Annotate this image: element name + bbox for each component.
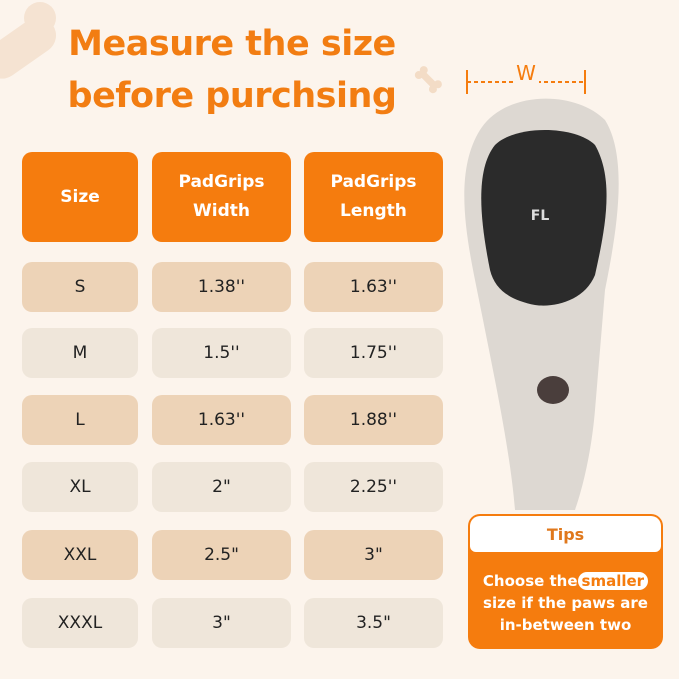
tips-box: Tips Choose the smaller size if the paws … xyxy=(468,514,663,649)
page-title: Measure the size before purchsing xyxy=(67,24,397,116)
cell-width: 1.38'' xyxy=(152,262,291,312)
cell-length: 1.88'' xyxy=(304,395,443,445)
cell-size: XXL xyxy=(22,530,138,580)
cell-size: L xyxy=(22,395,138,445)
cell-length: 1.63'' xyxy=(304,262,443,312)
cell-length: 3" xyxy=(304,530,443,580)
header-width: PadGrips Width xyxy=(152,152,291,242)
cell-length: 1.75'' xyxy=(304,328,443,378)
width-label: W xyxy=(516,61,536,85)
cell-length: 3.5" xyxy=(304,598,443,648)
cell-length: 2.25'' xyxy=(304,462,443,512)
tips-title: Tips xyxy=(470,516,661,552)
bone-decoration-icon xyxy=(0,2,442,94)
cell-width: 1.5'' xyxy=(152,328,291,378)
cell-size: XXXL xyxy=(22,598,138,648)
cell-width: 1.63'' xyxy=(152,395,291,445)
cell-size: M xyxy=(22,328,138,378)
cell-width: 2" xyxy=(152,462,291,512)
header-length: PadGrips Length xyxy=(304,152,443,242)
svg-text:FL: FL xyxy=(531,208,550,224)
cell-width: 3" xyxy=(152,598,291,648)
header-size: Size xyxy=(22,152,138,242)
cell-width: 2.5" xyxy=(152,530,291,580)
dog-paw-image: W FL xyxy=(464,60,619,510)
cell-size: S xyxy=(22,262,138,312)
cell-size: XL xyxy=(22,462,138,512)
tips-text: Choose the smaller size if the paws are in… xyxy=(482,572,649,634)
